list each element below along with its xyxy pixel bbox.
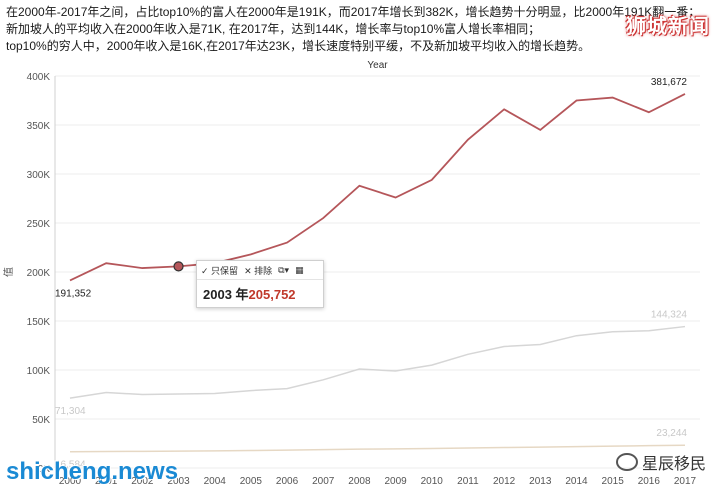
tooltip-value: 205,752 xyxy=(248,287,296,302)
y-tick-label: 250K xyxy=(27,219,51,230)
x-tick-label: 2016 xyxy=(638,476,661,487)
series-line-bottom10 xyxy=(69,444,686,453)
x-tick-label: 2001 xyxy=(95,476,118,487)
x-tick-label: 2011 xyxy=(457,476,479,487)
y-tick-label: 100K xyxy=(27,366,51,377)
y-tick-label: 300K xyxy=(27,170,51,181)
x-tick-label: 2013 xyxy=(529,476,552,487)
watermark-right: 星辰移民 xyxy=(615,450,706,474)
highlight-point xyxy=(173,261,184,272)
start-label-average: 71,304 xyxy=(55,406,86,417)
exclude-label: 排除 xyxy=(254,265,273,276)
group-icon[interactable]: ⧉▾ xyxy=(278,264,290,275)
caption-line-2: 新加坡人的平均收入在2000年收入是71K, 在2017年，达到144K，增长率… xyxy=(6,22,541,36)
end-label-top10: 381,672 xyxy=(651,77,688,88)
x-tick-label: 2015 xyxy=(602,476,625,487)
x-tick-label: 2010 xyxy=(421,476,444,487)
x-tick-label: 2017 xyxy=(674,476,697,487)
start-label-top10: 191,352 xyxy=(55,288,92,299)
caption-line-1: 在2000年-2017年之间，占比top10%的富人在2000年是191K，而2… xyxy=(6,5,701,19)
series-line-average xyxy=(69,325,686,399)
y-tick-label: 0K xyxy=(38,464,51,475)
watermark-right-label: 星辰移民 xyxy=(641,456,706,473)
start-label-bottom10: 16,584 xyxy=(55,460,86,471)
chart-title: Year xyxy=(367,60,388,71)
brand-logo: 狮城新闻 xyxy=(626,16,710,38)
x-tick-label: 2012 xyxy=(493,476,516,487)
caption-line-3: top10%的穷人中，2000年收入是16K,在2017年达23K，增长速度特别… xyxy=(6,39,591,53)
series-line-top10 xyxy=(69,93,686,282)
watermark-left: shicheng.news xyxy=(6,458,179,485)
y-tick-label: 400K xyxy=(27,72,51,83)
y-tick-label: 50K xyxy=(32,415,50,426)
caption: 在2000年-2017年之间，占比top10%的富人在2000年是191K，而2… xyxy=(6,4,701,55)
wechat-icon xyxy=(615,453,638,471)
x-tick-label: 2008 xyxy=(348,476,371,487)
keep-only-button[interactable]: ✓ 只保留 xyxy=(201,265,239,276)
x-tick-label: 2003 xyxy=(167,476,190,487)
x-tick-label: 2006 xyxy=(276,476,299,487)
y-tick-label: 350K xyxy=(27,121,51,132)
x-tick-label: 2000 xyxy=(59,476,82,487)
end-label-bottom10: 23,244 xyxy=(656,428,687,439)
x-tick-label: 2009 xyxy=(384,476,407,487)
tooltip-year: 2003 年 xyxy=(203,287,249,302)
exclude-button[interactable]: ✕ 排除 xyxy=(244,265,273,276)
chart-tooltip: ✓ 只保留 ✕ 排除 ⧉▾ ▦ 2003 年205,752 xyxy=(196,260,324,308)
x-tick-label: 2007 xyxy=(312,476,335,487)
y-tick-label: 200K xyxy=(27,268,51,279)
x-tick-label: 2004 xyxy=(204,476,227,487)
x-tick-label: 2014 xyxy=(565,476,588,487)
y-tick-label: 150K xyxy=(27,317,51,328)
tooltip-toolbar: ✓ 只保留 ✕ 排除 ⧉▾ ▦ xyxy=(197,261,323,280)
tooltip-content: 2003 年205,752 xyxy=(197,280,323,307)
end-label-average: 144,324 xyxy=(651,310,688,321)
keep-only-label: 只保留 xyxy=(211,265,239,276)
x-tick-label: 2005 xyxy=(240,476,263,487)
table-icon[interactable]: ▦ xyxy=(295,264,304,275)
x-tick-label: 2002 xyxy=(131,476,154,487)
y-axis-label: 值 xyxy=(2,267,15,277)
